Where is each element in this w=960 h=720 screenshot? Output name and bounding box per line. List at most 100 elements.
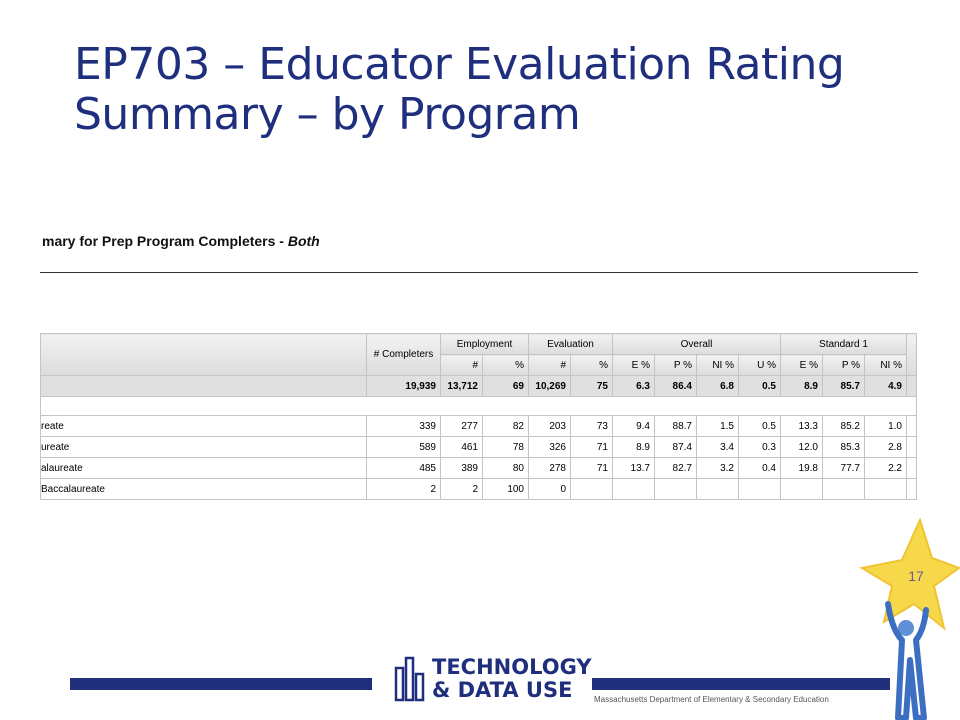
table-cell: 461 (440, 436, 483, 458)
header-employment: Employment (440, 333, 529, 355)
table-total-row: 19,939 13,712 69 10,269 75 6.3 86.4 6.8 … (40, 375, 917, 397)
table-cell: 1.5 (696, 415, 739, 437)
table-cell: 71 (570, 436, 613, 458)
row-label: alaureate (40, 457, 367, 479)
header-completers: # Completers (366, 333, 441, 376)
subheader-overall-proficient: P % (654, 354, 697, 376)
logo-line-2: & DATA USE (432, 678, 573, 702)
table-row: ureate 589 461 78 326 71 8.9 87.4 3.4 0.… (40, 436, 917, 458)
total-cell: 8.9 (780, 375, 823, 397)
subheader-employment-count: # (440, 354, 483, 376)
table-cell: 389 (440, 457, 483, 479)
table-cell: 85.2 (822, 415, 865, 437)
table-cell: 3.2 (696, 457, 739, 479)
total-cell: 10,269 (528, 375, 571, 397)
table-cell: 73 (570, 415, 613, 437)
person-figure-icon (885, 601, 929, 720)
header-edge (906, 333, 917, 376)
table-cell: 87.4 (654, 436, 697, 458)
table-cell (612, 478, 655, 500)
table-cell (570, 478, 613, 500)
table-cell: 82 (482, 415, 529, 437)
table-cell (738, 478, 781, 500)
total-cell: 4.9 (864, 375, 907, 397)
table-cell: 278 (528, 457, 571, 479)
table-cell: 0.3 (738, 436, 781, 458)
table-cell: 0 (528, 478, 571, 500)
footer-bar-left (70, 678, 372, 690)
total-cell: 75 (570, 375, 613, 397)
rating-summary-table: # Completers Employment Evaluation Overa… (40, 333, 917, 500)
spacer-cell (40, 396, 917, 416)
table-cell: 2 (366, 478, 441, 500)
subheader-standard1-exemplary: E % (780, 354, 823, 376)
table-cell: 339 (366, 415, 441, 437)
total-edge (906, 375, 917, 397)
table-cell: 82.7 (654, 457, 697, 479)
rating-summary-table-container: # Completers Employment Evaluation Overa… (40, 333, 920, 501)
row-edge (906, 478, 917, 500)
table-cell: 2.8 (864, 436, 907, 458)
total-cell: 6.8 (696, 375, 739, 397)
table-cell: 589 (366, 436, 441, 458)
table-cell (780, 478, 823, 500)
subheader-overall-exemplary: E % (612, 354, 655, 376)
logo-line-1: TECHNOLOGY (432, 655, 592, 679)
table-row: reate 339 277 82 203 73 9.4 88.7 1.5 0.5… (40, 415, 917, 437)
table-cell: 0.5 (738, 415, 781, 437)
table-cell: 19.8 (780, 457, 823, 479)
table-header-row-groups: # Completers Employment Evaluation Overa… (40, 333, 917, 376)
slide-title-line-1: EP703 – Educator Evaluation Rating (74, 39, 845, 90)
table-spacer-row (40, 396, 917, 416)
subheader-overall-unsatisfactory: U % (738, 354, 781, 376)
table-cell: 100 (482, 478, 529, 500)
page-number: 17 (908, 568, 924, 584)
table-cell (654, 478, 697, 500)
header-overall: Overall (612, 333, 781, 355)
subheader-evaluation-percent: % (570, 354, 613, 376)
total-cell: 86.4 (654, 375, 697, 397)
table-cell: 88.7 (654, 415, 697, 437)
table-cell: 71 (570, 457, 613, 479)
slide-title-line-2: Summary – by Program (74, 89, 581, 140)
report-divider (40, 272, 918, 273)
table-cell: 2 (440, 478, 483, 500)
table-cell: 80 (482, 457, 529, 479)
table-cell (696, 478, 739, 500)
row-edge (906, 436, 917, 458)
total-label (40, 375, 367, 397)
subheader-standard1-needs-improvement: NI % (864, 354, 907, 376)
report-header-text: mary for Prep Program Completers - (42, 233, 288, 249)
subheader-employment-percent: % (482, 354, 529, 376)
row-label: ureate (40, 436, 367, 458)
total-cell: 6.3 (612, 375, 655, 397)
total-cell: 13,712 (440, 375, 483, 397)
table-cell: 78 (482, 436, 529, 458)
total-cell: 69 (482, 375, 529, 397)
table-cell: 1.0 (864, 415, 907, 437)
table-cell: 485 (366, 457, 441, 479)
table-cell: 85.3 (822, 436, 865, 458)
row-edge (906, 415, 917, 437)
table-cell: 277 (440, 415, 483, 437)
slide-title: EP703 – Educator Evaluation Rating Summa… (74, 40, 894, 140)
total-cell: 85.7 (822, 375, 865, 397)
total-cell: 19,939 (366, 375, 441, 397)
table-cell: 2.2 (864, 457, 907, 479)
subheader-evaluation-count: # (528, 354, 571, 376)
table-cell (822, 478, 865, 500)
bar-chart-logo-icon (394, 656, 425, 702)
report-header: mary for Prep Program Completers - Both (42, 233, 320, 249)
total-cell: 0.5 (738, 375, 781, 397)
table-cell: 77.7 (822, 457, 865, 479)
table-cell: 9.4 (612, 415, 655, 437)
header-program-blank (40, 333, 367, 376)
row-label: reate (40, 415, 367, 437)
table-row: alaureate 485 389 80 278 71 13.7 82.7 3.… (40, 457, 917, 479)
table-row: Baccalaureate 2 2 100 0 (40, 478, 917, 500)
table-cell: 203 (528, 415, 571, 437)
header-evaluation: Evaluation (528, 333, 613, 355)
subheader-overall-needs-improvement: NI % (696, 354, 739, 376)
table-cell: 13.7 (612, 457, 655, 479)
report-header-emphasis: Both (287, 233, 320, 249)
